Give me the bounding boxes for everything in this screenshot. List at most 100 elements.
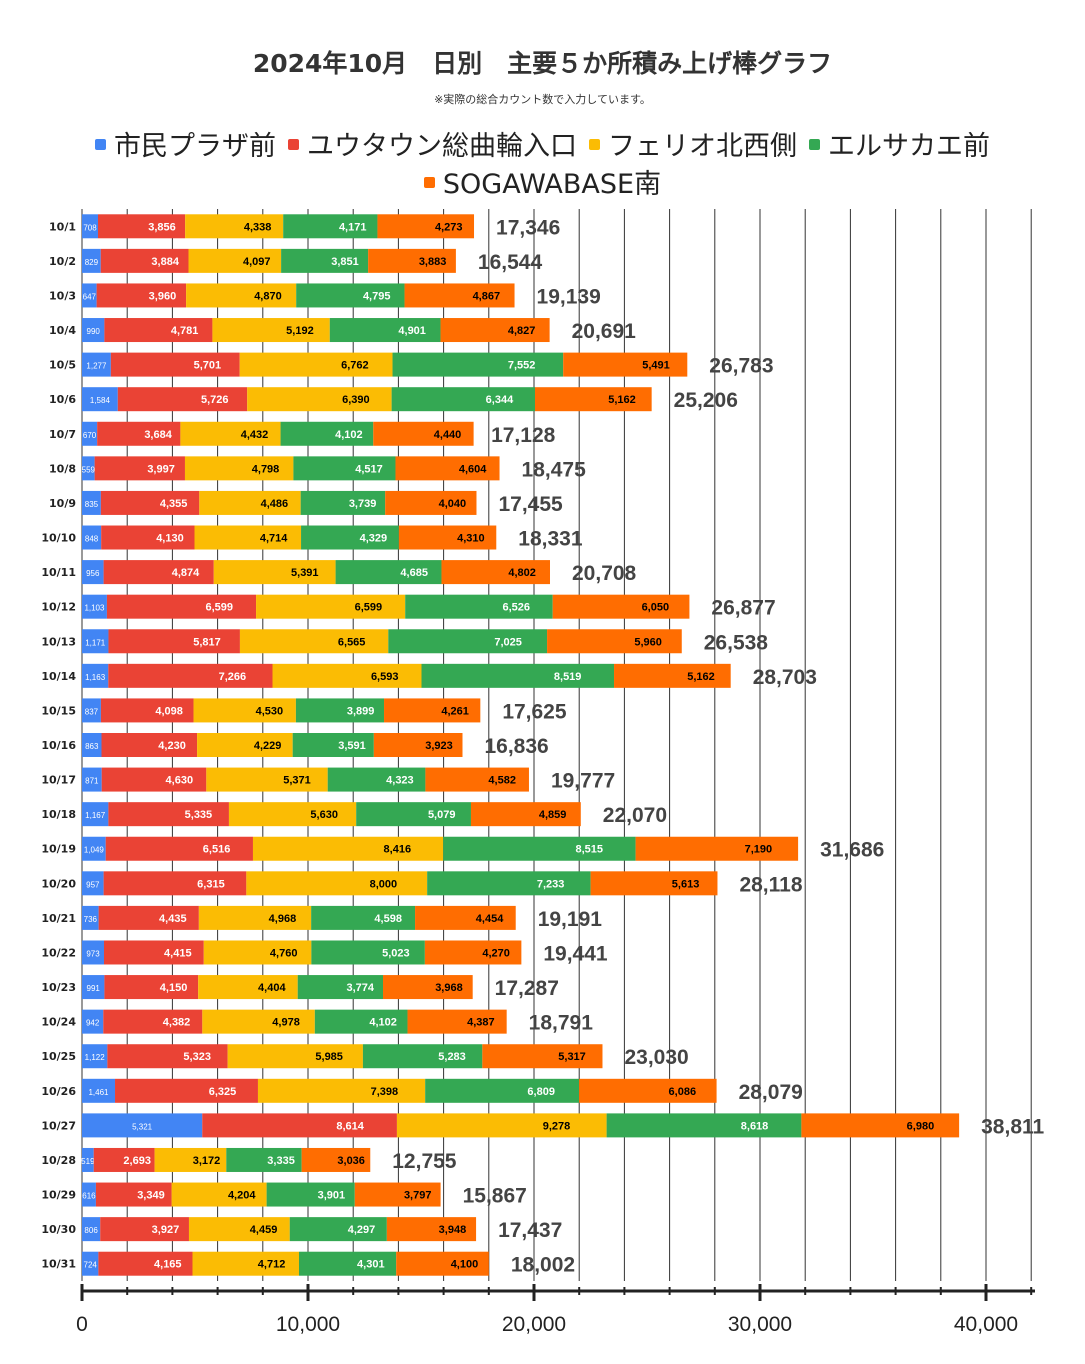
data-label: 3,968: [435, 982, 463, 994]
bar-segment: [311, 905, 416, 930]
category-label: 10/11: [41, 566, 76, 579]
data-label: 3,335: [267, 1155, 295, 1167]
data-label: 4,870: [254, 290, 282, 302]
total-label: 17,455: [498, 493, 563, 516]
category-label: 10/7: [49, 428, 76, 441]
bar-segment: [239, 352, 393, 377]
bar-segment: [82, 1147, 94, 1172]
x-tick-label: 20,000: [502, 1313, 566, 1336]
data-label: 829: [85, 258, 99, 267]
data-label: 5,491: [642, 360, 670, 372]
bar-segment: [106, 594, 257, 619]
bar-segment: [388, 629, 548, 654]
category-label: 10/1: [49, 220, 76, 233]
data-label: 6,593: [371, 671, 399, 683]
data-label: 4,329: [360, 533, 388, 545]
data-label: 4,582: [488, 775, 516, 787]
total-label: 38,811: [981, 1115, 1044, 1138]
data-label: 3,960: [149, 290, 177, 302]
data-label: 3,851: [331, 256, 359, 268]
data-label: 4,097: [243, 256, 271, 268]
bar-segment: [82, 456, 95, 481]
bar-segment: [82, 1009, 104, 1034]
bar-segment: [104, 318, 213, 343]
bar-segment: [82, 629, 109, 654]
data-label: 5,192: [286, 325, 314, 337]
data-label: 3,997: [147, 463, 175, 475]
legend-swatch: [423, 177, 435, 188]
data-label: 8,416: [384, 844, 412, 856]
data-label: 4,685: [400, 567, 428, 579]
bar-segment: [377, 214, 475, 239]
bar-segment: [107, 1044, 228, 1069]
legend-item: エルサカエ前: [809, 128, 990, 166]
bar-segment: [202, 1113, 397, 1138]
bar-segment: [198, 975, 298, 1000]
legend-label: SOGAWABASE南: [442, 169, 662, 200]
data-label: 7,266: [219, 671, 247, 683]
data-label: 4,440: [434, 429, 462, 441]
data-label: 4,712: [258, 1259, 286, 1271]
data-label: 4,901: [398, 325, 426, 337]
bar-segment: [117, 387, 248, 412]
data-label: 4,098: [155, 705, 183, 717]
data-label: 4,404: [258, 982, 286, 994]
bar-segment: [98, 905, 199, 930]
data-label: 5,613: [672, 878, 700, 890]
data-label: 4,459: [250, 1224, 278, 1236]
data-label: 4,387: [467, 1017, 495, 1029]
bar-segment: [82, 663, 109, 688]
legend-item: SOGAWABASE南: [423, 166, 662, 204]
bar-segment: [257, 1078, 426, 1103]
bar-segment: [280, 421, 374, 446]
category-label: 10/15: [41, 704, 76, 717]
total-label: 17,625: [502, 700, 567, 723]
bar-segment: [373, 733, 463, 757]
data-label: 4,978: [272, 1017, 300, 1029]
data-label: 5,335: [185, 809, 213, 821]
data-label: 4,230: [158, 740, 186, 752]
bar-segment: [246, 871, 428, 896]
total-label: 23,030: [624, 1046, 688, 1069]
data-label: 5,162: [687, 671, 715, 683]
data-label: 5,985: [315, 1051, 343, 1063]
legend-swatch: [809, 139, 820, 150]
bar-segment: [239, 629, 389, 654]
legend-label: エルサカエ前: [828, 131, 990, 162]
data-label: 7,233: [537, 878, 565, 890]
bar-segment: [95, 1182, 172, 1207]
bar-segment: [424, 940, 522, 965]
data-label: 6,599: [205, 602, 233, 614]
data-label: 4,630: [166, 775, 194, 787]
data-label: 3,884: [151, 256, 179, 268]
bar-segment: [213, 560, 336, 585]
category-label: 10/17: [41, 774, 76, 787]
data-label: 8,000: [370, 878, 398, 890]
data-label: 616: [82, 1192, 96, 1201]
data-label: 4,323: [386, 775, 414, 787]
data-label: 4,795: [363, 290, 391, 302]
data-label: 4,867: [473, 290, 501, 302]
bar-segment: [98, 1251, 193, 1276]
bar-segment: [97, 421, 181, 446]
total-label: 16,544: [478, 251, 543, 274]
data-label: 1,049: [84, 846, 105, 855]
bar-segment: [82, 802, 109, 827]
total-label: 18,791: [529, 1012, 594, 1035]
bar-segment: [180, 421, 281, 446]
data-label: 4,714: [260, 533, 288, 545]
data-label: 8,515: [576, 844, 604, 856]
data-label: 3,923: [425, 740, 453, 752]
bar-segment: [184, 456, 294, 481]
data-label: 4,270: [482, 947, 510, 959]
data-label: 4,530: [256, 705, 284, 717]
data-label: 4,171: [339, 221, 367, 233]
bar-segment: [105, 836, 253, 861]
data-label: 4,598: [374, 913, 402, 925]
bar-segment: [82, 560, 104, 585]
data-label: 4,273: [435, 221, 463, 233]
data-label: 647: [83, 292, 97, 301]
category-label: 10/13: [41, 635, 76, 648]
data-label: 6,516: [203, 844, 231, 856]
total-label: 18,331: [518, 528, 583, 551]
